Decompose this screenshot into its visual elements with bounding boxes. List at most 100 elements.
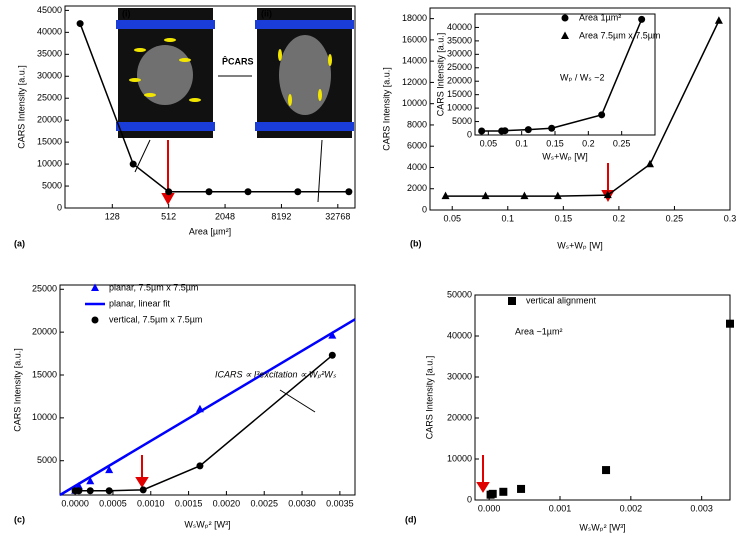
y-axis-label: CARS Intensity [a.u.]: [424, 356, 434, 440]
plot-frame: [474, 294, 731, 501]
plot-frame: [429, 7, 731, 211]
y-tick-label: 15000: [32, 369, 57, 379]
y-tick-label: 14000: [402, 56, 427, 66]
y-tick-label: 10000: [447, 102, 472, 112]
x-tick-label: 8192: [271, 211, 291, 221]
x-tick-label: 0.25: [613, 138, 631, 148]
point: [76, 20, 84, 28]
x-tick-label: 0.000: [478, 503, 501, 513]
pointer-arrow: [279, 389, 316, 413]
point: [646, 159, 654, 168]
point: [520, 191, 529, 200]
y-tick-label: 45000: [37, 5, 62, 15]
legend-label: planar, 7.5µm x 7.5µm: [109, 282, 198, 292]
y-tick-label: 40000: [447, 330, 472, 340]
x-tick-label: 0.2: [582, 138, 595, 148]
y-tick-label: 4000: [407, 162, 427, 172]
x-axis-label: Area [µm²]: [189, 226, 231, 236]
x-tick-label: 0.1: [502, 213, 515, 223]
y-tick-label: 35000: [37, 49, 62, 59]
point: [524, 126, 532, 134]
annotation: Wₚ / Wₛ ~2: [560, 72, 604, 82]
point: [638, 15, 646, 23]
x-tick-label: 0.05: [480, 138, 498, 148]
x-axis-label: WₛWₚ² [W³]: [184, 519, 230, 529]
y-tick-label: 25000: [447, 62, 472, 72]
point: [205, 188, 213, 196]
point: [294, 188, 302, 196]
x-tick-label: 0.0010: [137, 498, 165, 508]
y-tick-label: 20000: [447, 412, 472, 422]
x-tick-label: 0.003: [690, 503, 713, 513]
point: [488, 489, 497, 498]
legend-label: Area 1µm²: [579, 12, 621, 22]
point: [91, 283, 99, 291]
pointer-arrow: [317, 139, 323, 203]
x-tick-label: 2048: [215, 211, 235, 221]
y-tick-label: 5000: [42, 180, 62, 190]
annotation: Area ~1µm²: [515, 326, 562, 336]
y-tick-label: 10000: [37, 158, 62, 168]
x-tick-label: 0.3: [724, 213, 737, 223]
point: [74, 481, 83, 490]
y-tick-label: 25000: [32, 284, 57, 294]
y-tick-label: 0: [57, 202, 62, 212]
point: [478, 127, 486, 135]
x-tick-label: 0.15: [555, 213, 573, 223]
point: [714, 16, 723, 24]
y-tick-label: 18000: [402, 13, 427, 23]
point: [139, 486, 147, 494]
x-tick-label: 0.0020: [213, 498, 241, 508]
x-tick-label: 0.0025: [250, 498, 278, 508]
point: [501, 127, 509, 135]
y-tick-label: 6000: [407, 141, 427, 151]
x-tick-label: 0.0035: [326, 498, 354, 508]
y-tick-label: 30000: [447, 371, 472, 381]
legend-label: vertical alignment: [526, 295, 597, 305]
point: [499, 487, 508, 496]
x-tick-label: 0.0005: [99, 498, 127, 508]
annotation: (ii): [261, 8, 272, 18]
y-tick-label: 20000: [37, 115, 62, 125]
point: [598, 111, 606, 119]
point: [345, 188, 353, 196]
legend-label: planar, linear fit: [109, 298, 171, 308]
y-tick-label: 10000: [32, 412, 57, 422]
plot-frame: [59, 284, 356, 496]
x-tick-label: 0.0000: [61, 498, 89, 508]
x-tick-label: 0.0030: [288, 498, 316, 508]
y-tick-label: 10000: [447, 453, 472, 463]
point: [129, 160, 137, 168]
x-tick-label: 512: [161, 211, 176, 221]
point: [441, 191, 450, 200]
y-tick-label: 0: [467, 494, 472, 504]
y-tick-label: 40000: [447, 22, 472, 32]
panel-label: (d): [405, 514, 417, 524]
point: [508, 297, 516, 305]
panel-label: (a): [14, 238, 25, 248]
point: [105, 487, 113, 495]
point: [517, 484, 526, 493]
legend-label: Area 7.5µm x 7.5µm: [579, 30, 660, 40]
point: [602, 466, 611, 475]
point: [196, 462, 204, 470]
y-tick-label: 20000: [447, 76, 472, 86]
annotation: ICARS ∝ I³excitation ∝ Wₚ²Wₛ: [215, 369, 337, 379]
y-tick-label: 15000: [37, 137, 62, 147]
point: [548, 124, 556, 132]
y-tick-label: 30000: [37, 71, 62, 81]
plot-frame: [64, 5, 356, 209]
point: [726, 319, 734, 328]
x-axis-label: Wₛ+Wₚ [W]: [542, 151, 587, 161]
point: [165, 188, 173, 196]
point: [603, 190, 612, 199]
point: [86, 487, 94, 495]
x-tick-label: 0.001: [549, 503, 572, 513]
x-axis-label: WₛWₚ² [W³]: [579, 522, 625, 532]
y-tick-label: 2000: [407, 183, 427, 193]
inset-image-ii: [255, 8, 354, 138]
y-axis-label: CARS Intensity [a.u.]: [435, 33, 445, 117]
x-tick-label: 0.1: [515, 138, 528, 148]
x-axis-label: Wₛ+Wₚ [W]: [557, 240, 602, 250]
